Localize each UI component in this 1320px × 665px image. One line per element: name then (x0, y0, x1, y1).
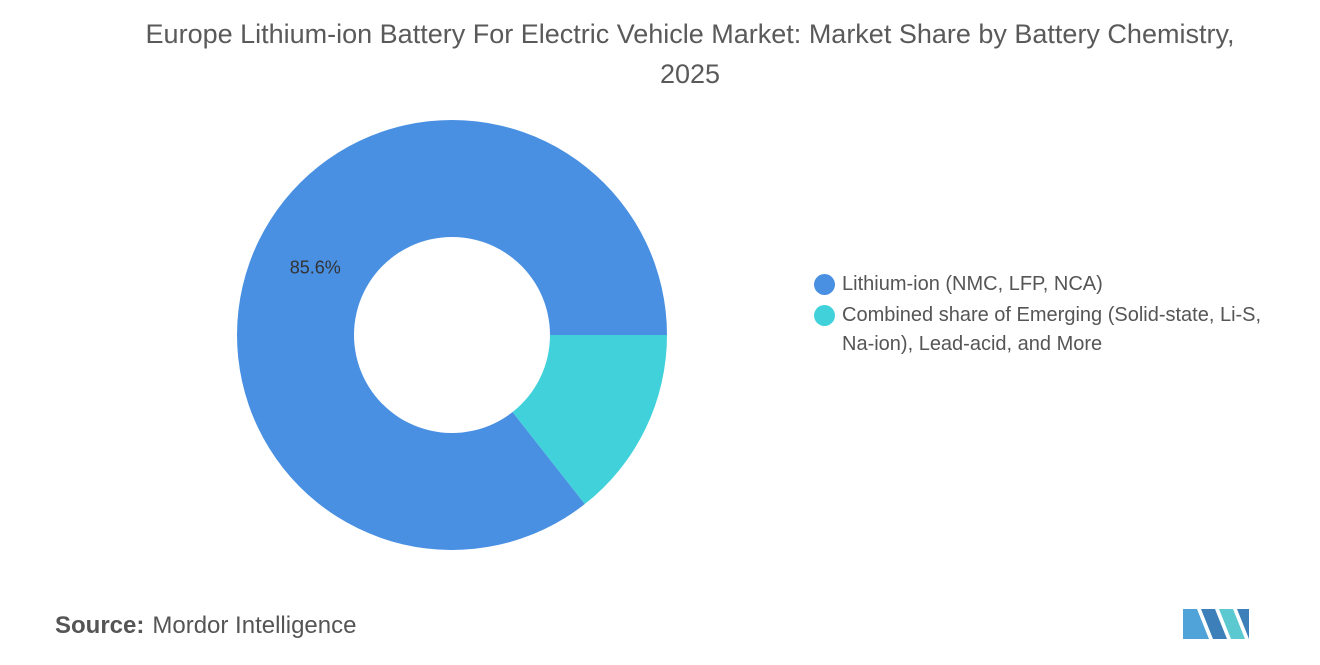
legend-item: Combined share of Emerging (Solid-state,… (812, 301, 1292, 359)
legend-label: Combined share of Emerging (Solid-state,… (842, 304, 1262, 355)
logo (1183, 609, 1249, 639)
legend-item: Lithium-ion (NMC, LFP, NCA) (812, 270, 1292, 299)
chart-title: Europe Lithium-ion Battery For Electric … (145, 19, 1235, 89)
legend-label: Lithium-ion (NMC, LFP, NCA) (842, 273, 1103, 295)
chart: 85.6% (236, 119, 667, 550)
source-label: Source: (55, 612, 145, 639)
donut-slice (236, 119, 667, 550)
legend: Lithium-ion (NMC, LFP, NCA) Combined shar… (812, 270, 1292, 361)
value-label: 85.6% (290, 257, 341, 277)
source: Source: Mordor Intelligence (55, 612, 356, 640)
legend-swatch (814, 274, 835, 295)
donut-slice (512, 335, 667, 505)
legend-swatch (814, 305, 835, 326)
source-text: Mordor Intelligence (152, 612, 357, 639)
